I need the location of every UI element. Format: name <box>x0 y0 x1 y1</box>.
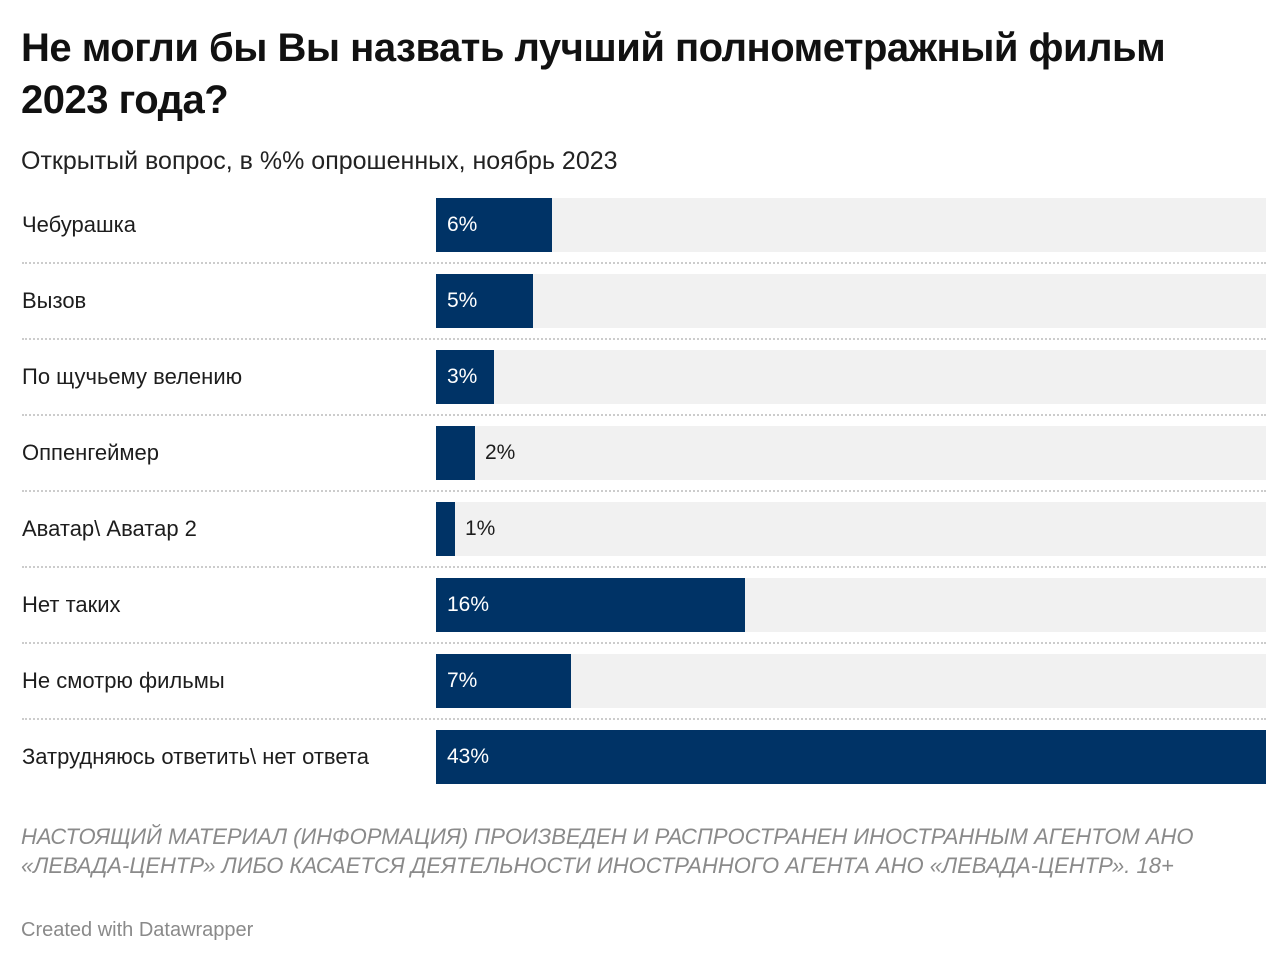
datawrapper-byline[interactable]: Created with Datawrapper <box>21 919 254 941</box>
bar-track <box>436 274 1266 328</box>
row-separator <box>22 414 1266 416</box>
chart-title: Не могли бы Вы назвать лучший полнометра… <box>21 26 1166 122</box>
bar-track <box>436 198 1266 252</box>
bar-chart: Чебурашка 6% Вызов 5% По щучьему велению 3% Оп… <box>22 198 1266 784</box>
bar[interactable] <box>436 198 552 252</box>
bar[interactable] <box>436 578 745 632</box>
bar[interactable] <box>436 350 494 404</box>
value-label: 5% <box>447 289 478 312</box>
value-label: 43% <box>447 745 490 768</box>
value-label: 3% <box>447 365 478 388</box>
bar[interactable] <box>436 426 475 480</box>
bar-track <box>436 350 1266 404</box>
bar[interactable] <box>436 274 533 328</box>
bar-track <box>436 654 1266 708</box>
chart-notes: НАСТОЯЩИЙ МАТЕРИАЛ (ИНФОРМАЦИЯ) ПРОИЗВЕД… <box>21 824 1194 878</box>
chart-subtitle: Открытый вопрос, в %% опрошенных, ноябрь… <box>21 147 618 175</box>
row-separator <box>22 642 1266 644</box>
row-separator <box>22 718 1266 720</box>
value-label: 1% <box>465 517 496 540</box>
value-label: 2% <box>485 441 516 464</box>
value-label: 16% <box>447 593 490 616</box>
category-label: Затрудняюсь ответить\ нет ответа <box>22 744 369 769</box>
bar-track <box>436 502 1266 556</box>
row-separator <box>22 490 1266 492</box>
category-label: Не смотрю фильмы <box>22 668 225 693</box>
category-label: Нет таких <box>22 592 121 617</box>
category-label: Вызов <box>22 288 87 313</box>
category-label: Аватар\ Аватар 2 <box>22 516 197 541</box>
row-separator <box>22 262 1266 264</box>
bar[interactable] <box>436 502 455 556</box>
value-label: 7% <box>447 669 478 692</box>
category-label: По щучьему велению <box>22 364 243 389</box>
bar[interactable] <box>436 730 1266 784</box>
row-separator <box>22 566 1266 568</box>
bar[interactable] <box>436 654 571 708</box>
value-label: 6% <box>447 213 478 236</box>
row-separator <box>22 338 1266 340</box>
bar-track <box>436 426 1266 480</box>
category-label: Чебурашка <box>22 212 136 237</box>
category-label: Оппенгеймер <box>22 440 159 465</box>
